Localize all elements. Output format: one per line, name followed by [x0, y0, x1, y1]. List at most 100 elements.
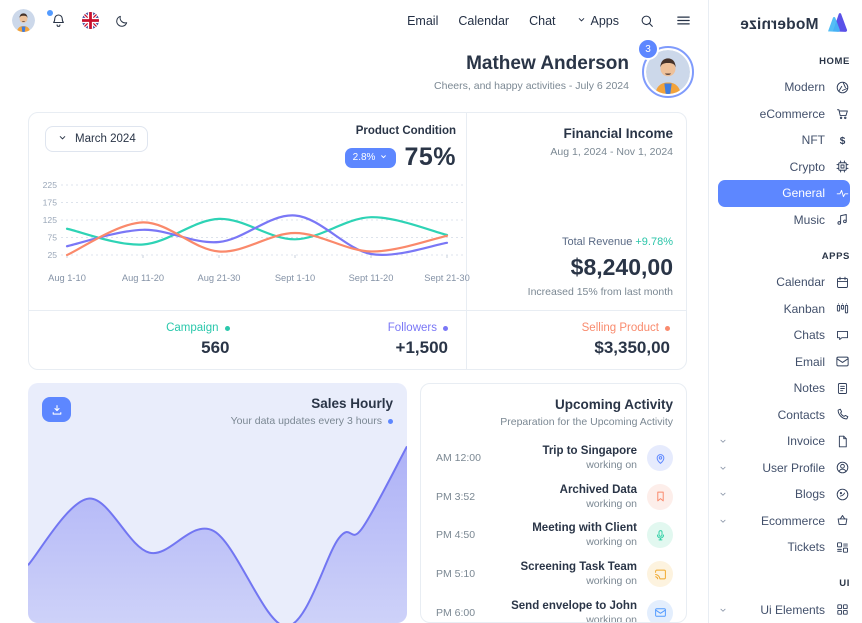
stats-row: Campaign 560 Followers +1,500 [29, 310, 466, 369]
activity-item-title: Send envelope to John [511, 599, 637, 612]
activity-item[interactable]: AM 12:00 Trip to Singapore working on [436, 439, 673, 478]
sidebar-item-kanban[interactable]: Kanban [718, 296, 850, 323]
sidebar-item-label: Chats [793, 328, 825, 343]
sidebar-item-label: Music [793, 212, 825, 227]
notification-count-badge: 3 [637, 38, 659, 60]
logo[interactable]: Modernize [718, 0, 850, 48]
activity-item-title: Trip to Singapore [542, 445, 637, 458]
sidebar-item-crypto[interactable]: Crypto [718, 154, 850, 181]
svg-text:225: 225 [43, 180, 58, 190]
sidebar-item-ecommerce[interactable]: eCommerce [718, 101, 850, 128]
activity-item-title: Meeting with Client [532, 522, 637, 535]
svg-text:$: $ [839, 136, 845, 147]
chat-icon [834, 327, 850, 343]
activity-item[interactable]: PM 3:52 Archived Data working on [436, 478, 673, 517]
sidebar-item-label: User Profile [762, 460, 825, 475]
notification-bell-icon[interactable] [47, 9, 67, 30]
logo-mark-icon [825, 10, 850, 40]
grid-icon [834, 602, 850, 618]
sidebar-item-chats[interactable]: Chats [718, 322, 850, 349]
uk-flag-icon[interactable] [81, 12, 99, 30]
microphone-icon [647, 522, 673, 549]
topbar-avatar[interactable] [12, 9, 35, 32]
aperture-icon [834, 79, 850, 95]
sidebar-item-notes[interactable]: Notes [718, 375, 850, 402]
financial-income-pane: Financial Income Aug 1, 2024 - Nov 1, 20… [466, 113, 686, 310]
music-icon [834, 212, 850, 228]
chevron-down-icon [718, 436, 787, 446]
menu-icon[interactable] [675, 12, 692, 29]
sidebar-section-home: HOME [819, 55, 850, 67]
chevron-down-icon [576, 14, 587, 28]
welcome-text: Mathew Anderson Cheers, and happy activi… [434, 53, 629, 92]
ticket-icon [834, 539, 850, 555]
sidebar-item-email[interactable]: Email [718, 349, 850, 376]
change-value: 2.8% [352, 152, 376, 163]
basket-icon [834, 513, 850, 529]
avatar[interactable] [642, 46, 694, 98]
stat-dot [224, 325, 230, 331]
sidebar-item-contacts[interactable]: Contacts [718, 402, 850, 429]
nav-link-email[interactable]: Email [407, 13, 439, 28]
stat-label: Campaign [166, 322, 219, 334]
sidebar-item-label: eCommerce [759, 106, 825, 121]
change-chip[interactable]: 2.8% [344, 147, 397, 168]
sidebar-item-blogs[interactable]: Blogs [718, 481, 850, 508]
period-label: March 2024 [75, 133, 136, 145]
sidebar-item-label: Ecommerce [760, 513, 825, 528]
nav-link-apps[interactable]: Apps [576, 14, 619, 28]
user-circle-icon [834, 460, 850, 476]
search-icon[interactable] [639, 13, 655, 29]
sidebar-item-label: Crypto [789, 159, 825, 174]
stat-value: 560 [201, 338, 230, 357]
x-tick-label: Sept 21-30 [424, 273, 470, 283]
download-button[interactable] [42, 397, 71, 422]
pulse-icon [834, 185, 850, 201]
cart-icon [834, 106, 850, 122]
activity-status: working on [586, 497, 637, 510]
sidebar-section-ui: UI [839, 578, 850, 589]
sidebar-item-invoice[interactable]: Invoice [718, 428, 850, 455]
sidebar-item-calendar[interactable]: Calendar [718, 269, 850, 296]
notification-dot [47, 9, 53, 16]
sidebar-item-label: Calendar [776, 275, 825, 290]
user-name: Mathew Anderson [466, 53, 629, 74]
period-dropdown[interactable]: March 2024 [45, 126, 148, 152]
sidebar-item-modern[interactable]: Modern [718, 74, 850, 101]
x-tick-label: Sept 1-10 [274, 273, 316, 283]
sidebar-item-ui-elements[interactable]: Ui Elements [718, 597, 850, 623]
nav-link-calendar[interactable]: Calendar [458, 13, 510, 28]
sidebar-item-label: General [782, 186, 825, 201]
x-tick-label: Aug 11-20 [121, 273, 165, 283]
activity-item[interactable]: PM 6:00 Send envelope to John working on [436, 593, 673, 622]
sales-title: Sales Hourly [311, 396, 393, 411]
activity-time: PM 6:00 [436, 606, 476, 619]
welcome-header: Mathew Anderson Cheers, and happy activi… [434, 38, 694, 98]
moon-icon[interactable] [113, 12, 131, 30]
product-condition-label: Product Condition [355, 125, 456, 137]
sidebar-item-nft[interactable]: NFT $ [718, 127, 850, 154]
activity-item[interactable]: PM 5:10 Screening Task Team working on [436, 555, 673, 594]
stat-followers: Followers +1,500 [248, 311, 467, 369]
sidebar-item-user-profile[interactable]: User Profile [718, 455, 850, 482]
x-tick-label: Aug 1-10 [48, 273, 86, 283]
chevron-down-icon [718, 463, 762, 473]
sidebar-item-label: Modern [784, 80, 825, 95]
sidebar-item-ecommerce[interactable]: Ecommerce [718, 508, 850, 535]
financial-date-range: Aug 1, 2024 - Nov 1, 2024 [550, 146, 673, 158]
cpu-icon [834, 159, 850, 175]
activity-item[interactable]: PM 4:50 Meeting with Client working on [436, 516, 673, 555]
sidebar-item-label: Contacts [777, 407, 825, 422]
line-chart: 225 175 125 75 25 [33, 177, 463, 273]
revenue-change: +9.78% [635, 236, 673, 248]
mail-icon [834, 354, 850, 370]
activity-status: working on [586, 536, 637, 549]
sidebar-item-tickets[interactable]: Tickets [718, 534, 850, 561]
sidebar-item-general[interactable]: General [718, 180, 850, 207]
welcome-subtitle: Cheers, and happy activities - July 6 20… [434, 80, 629, 92]
nav-link-chat[interactable]: Chat [529, 13, 556, 28]
stat-label: Followers [387, 322, 437, 334]
sidebar-item-music[interactable]: Music [718, 207, 850, 234]
activity-time: PM 5:10 [436, 568, 476, 581]
file-icon [834, 433, 850, 449]
